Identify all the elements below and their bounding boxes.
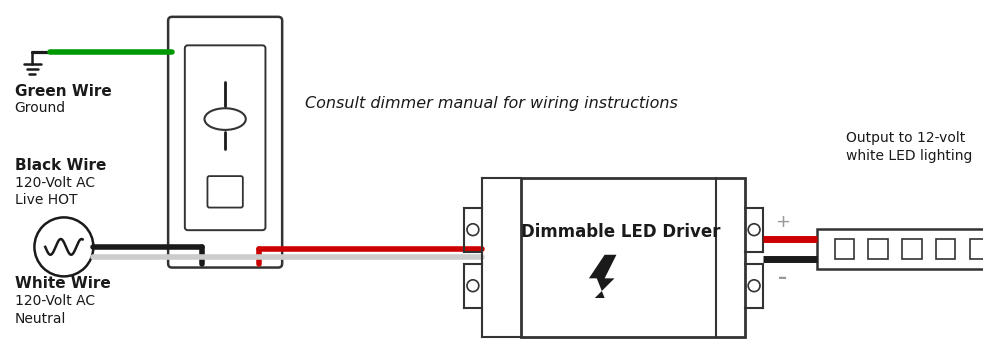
Circle shape bbox=[467, 224, 479, 236]
Text: 120-Volt AC: 120-Volt AC bbox=[15, 294, 95, 308]
Bar bbox=[868, 239, 888, 259]
Bar bbox=[970, 239, 989, 259]
Text: Dimmable LED Driver: Dimmable LED Driver bbox=[521, 223, 720, 241]
Circle shape bbox=[34, 217, 93, 276]
Bar bbox=[521, 178, 745, 337]
Text: –: – bbox=[778, 269, 787, 286]
Text: Ground: Ground bbox=[15, 102, 66, 115]
Circle shape bbox=[748, 224, 760, 236]
Text: Consult dimmer manual for wiring instructions: Consult dimmer manual for wiring instruc… bbox=[305, 96, 678, 111]
Text: White Wire: White Wire bbox=[15, 276, 110, 292]
Bar bbox=[902, 239, 922, 259]
Text: 120-Volt AC: 120-Volt AC bbox=[15, 176, 95, 190]
Text: +: + bbox=[775, 213, 790, 231]
Text: Black Wire: Black Wire bbox=[15, 158, 106, 173]
FancyBboxPatch shape bbox=[168, 17, 282, 268]
Circle shape bbox=[467, 280, 479, 292]
Text: Neutral: Neutral bbox=[15, 312, 66, 326]
FancyBboxPatch shape bbox=[207, 176, 243, 207]
Bar bbox=[835, 239, 854, 259]
FancyBboxPatch shape bbox=[185, 46, 265, 230]
Text: Green Wire: Green Wire bbox=[15, 84, 111, 99]
Ellipse shape bbox=[204, 108, 246, 130]
Bar bbox=[817, 229, 1000, 269]
Text: Output to 12-volt
white LED lighting: Output to 12-volt white LED lighting bbox=[846, 131, 973, 163]
Text: Live HOT: Live HOT bbox=[15, 193, 77, 207]
Bar bbox=[936, 239, 955, 259]
Circle shape bbox=[748, 280, 760, 292]
Polygon shape bbox=[589, 255, 616, 298]
